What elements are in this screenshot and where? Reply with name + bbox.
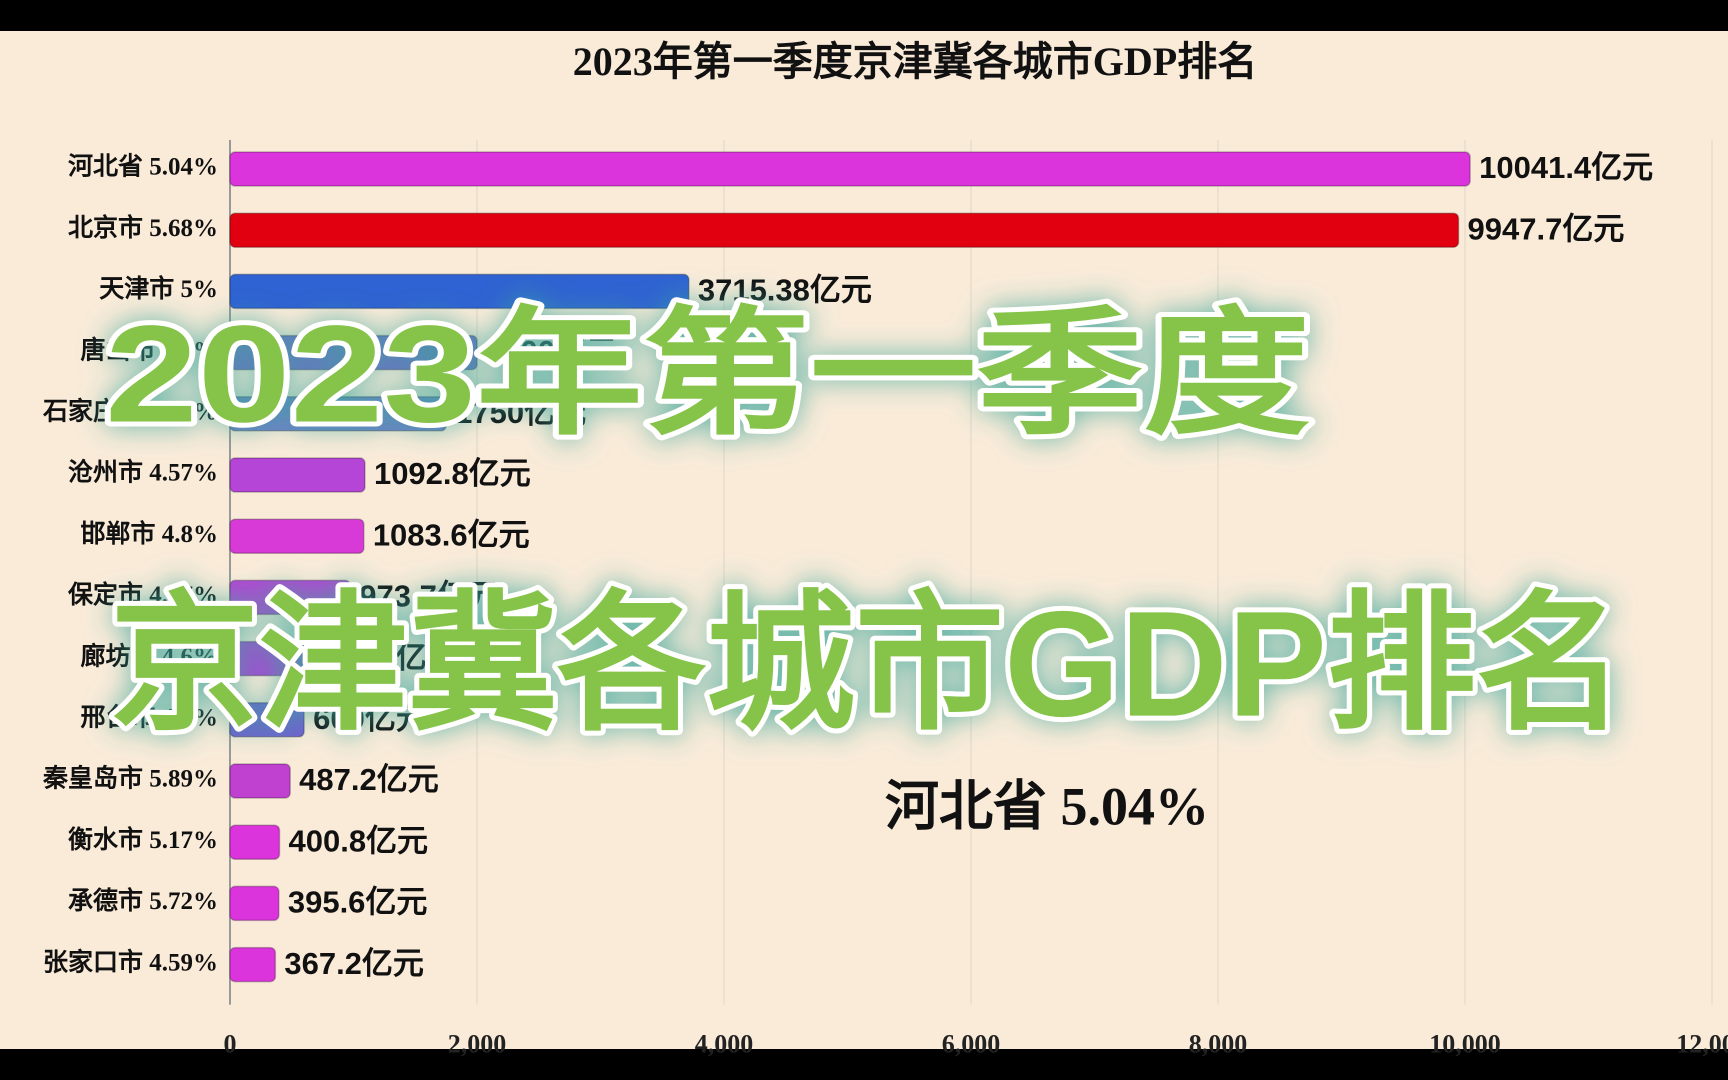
y-tick-label: 北京市 5.68% — [68, 213, 218, 242]
x-tick-label: 4,000 — [695, 1030, 754, 1059]
y-tick-label: 天津市 5% — [99, 274, 218, 303]
chart-title: 2023年第一季度京津冀各城市GDP排名 — [573, 39, 1257, 84]
bar — [229, 212, 1460, 248]
bar — [229, 579, 352, 616]
y-tick-label: 河北省 5.04% — [68, 153, 218, 181]
x-tick-label: 8,000 — [1189, 1030, 1248, 1059]
value-label: 9947.7亿元 — [1468, 211, 1625, 246]
y-tick-label: 衡水市 5.17% — [68, 825, 218, 854]
value-label: 850亿元 — [344, 640, 458, 675]
bar — [229, 273, 690, 310]
y-tick-label: 石家庄市 5.33% — [42, 397, 218, 426]
overlay-line: 京津冀各城市GDP排名 — [110, 580, 1625, 748]
overlay: 2023年第一季度 京津冀各城市GDP排名 — [100, 292, 1630, 752]
bar — [229, 885, 280, 922]
bar — [229, 946, 277, 983]
x-tick-label: 10,000 — [1429, 1030, 1501, 1059]
value-label: 400.8亿元 — [288, 823, 428, 858]
plot: 0 2,000 4,000 6,000 8,000 10,000 12,000 河北省 5.0… — [42, 140, 1728, 1059]
y-tick-label: 唐山市 4.7% — [80, 335, 218, 364]
x-tick-label: 12,000 — [1676, 1030, 1728, 1059]
bar — [229, 334, 478, 371]
value-label: 600亿元 — [313, 701, 427, 736]
bar — [229, 396, 447, 432]
y-tick-label: 保定市 4.27% — [67, 580, 218, 609]
bar — [229, 824, 281, 860]
value-label: 3715.38亿元 — [698, 273, 872, 308]
bar — [229, 640, 336, 677]
bar — [229, 457, 366, 493]
bar — [229, 151, 1471, 187]
y-tick-label: 邯郸市 4.8% — [80, 519, 218, 548]
y-tick-label: 张家口市 4.59% — [43, 947, 218, 976]
y-tick-label: 廊坊市 4.6% — [80, 641, 218, 670]
value-label: 487.2亿元 — [299, 762, 439, 797]
value-label: 973.7亿元 — [359, 579, 499, 614]
y-tick-label: 承德市 5.72% — [68, 886, 218, 915]
value-label: 367.2亿元 — [284, 946, 424, 981]
bar — [229, 763, 291, 799]
y-tick-label: 秦皇岛市 5.89% — [42, 764, 218, 793]
x-tick-label: 2,000 — [448, 1030, 507, 1059]
y-tick-label: 邢台市 4.9% — [80, 703, 218, 732]
y-tick-label: 沧州市 4.57% — [68, 458, 218, 487]
value-label: 10041.4亿元 — [1479, 150, 1653, 185]
overlay-line: 2023年第一季度 — [105, 297, 1310, 451]
bar — [229, 518, 365, 554]
x-tick-label: 6,000 — [942, 1030, 1001, 1059]
value-label: 2000亿元 — [486, 334, 617, 369]
value-label: 1083.6亿元 — [373, 517, 530, 552]
value-label: 1750亿元 — [455, 395, 586, 430]
x-tick-label: 0 — [224, 1030, 237, 1059]
bar — [229, 702, 305, 738]
current-annotation: 河北省 5.04% — [885, 776, 1209, 836]
value-label: 1092.8亿元 — [374, 456, 531, 491]
value-label: 395.6亿元 — [288, 885, 428, 920]
